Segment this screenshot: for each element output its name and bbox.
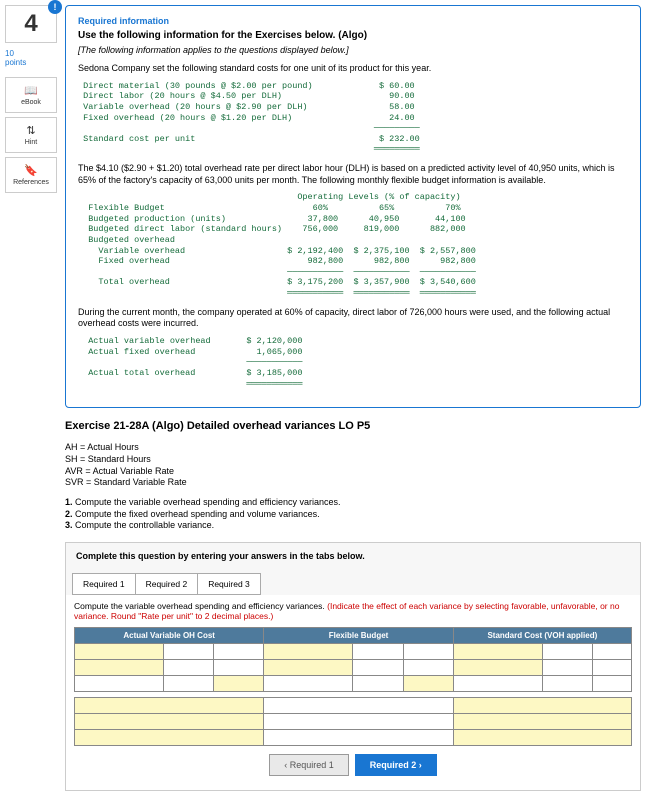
cell-input[interactable] — [75, 660, 164, 676]
hint-tool[interactable]: ⇅ Hint — [5, 117, 57, 153]
info-card: Required information Use the following i… — [65, 5, 641, 408]
book-icon: 📖 — [8, 84, 54, 97]
cell-input[interactable] — [453, 660, 542, 676]
cell-input[interactable] — [403, 676, 453, 692]
cell-input[interactable] — [264, 660, 353, 676]
info-bold-title: Use the following information for the Ex… — [78, 30, 628, 41]
info-p2: The $4.10 ($2.90 + $1.20) total overhead… — [78, 163, 628, 186]
cell-input[interactable] — [453, 730, 631, 746]
alert-icon: ! — [48, 0, 62, 14]
ebook-tool[interactable]: 📖 eBook — [5, 77, 57, 113]
definitions: AH = Actual Hours SH = Standard Hours AV… — [65, 442, 641, 489]
flexible-budget-table: Operating Levels (% of capacity) Flexibl… — [78, 192, 628, 298]
cell-input[interactable] — [453, 698, 631, 714]
col-actual: Actual Variable OH Cost — [75, 628, 264, 644]
variance-table: Actual Variable OH Cost Flexible Budget … — [74, 627, 632, 746]
step-2: 2. Compute the fixed overhead spending a… — [65, 509, 641, 521]
info-italic-note: [The following information applies to th… — [78, 45, 628, 55]
nav-buttons: ‹ Required 1 Required 2 › — [74, 746, 632, 784]
prev-button[interactable]: ‹ Required 1 — [269, 754, 349, 776]
tab-required-2[interactable]: Required 2 — [135, 573, 199, 595]
points-label: 10 points — [5, 49, 57, 67]
step-3: 3. Compute the controllable variance. — [65, 520, 641, 532]
answer-head: Complete this question by entering your … — [66, 543, 640, 569]
cell-input[interactable] — [214, 676, 264, 692]
hint-icon: ⇅ — [8, 124, 54, 137]
col-flex: Flexible Budget — [264, 628, 453, 644]
answer-box: Complete this question by entering your … — [65, 542, 641, 791]
cell-input[interactable] — [75, 714, 264, 730]
question-number: 4 — [14, 10, 48, 38]
steps-list: 1. 1. Compute the variable overhead spen… — [65, 497, 641, 532]
cell-input[interactable] — [264, 644, 353, 660]
standard-cost-table: Direct material (30 pounds @ $2.00 per p… — [78, 81, 628, 155]
tabs: Required 1 Required 2 Required 3 — [66, 569, 640, 595]
cell-input[interactable] — [75, 730, 264, 746]
references-tool[interactable]: 🔖 References — [5, 157, 57, 193]
next-button[interactable]: Required 2 › — [355, 754, 437, 776]
col-std: Standard Cost (VOH applied) — [453, 628, 631, 644]
bookmark-icon: 🔖 — [8, 164, 54, 177]
cell-input[interactable] — [75, 644, 164, 660]
info-p3: During the current month, the company op… — [78, 307, 628, 330]
tab-required-3[interactable]: Required 3 — [197, 573, 261, 595]
actual-overhead-table: Actual variable overhead $ 2,120,000 Act… — [78, 336, 628, 389]
required-info-title: Required information — [78, 16, 628, 26]
question-number-box: ! 4 — [5, 5, 57, 43]
tab-body: Compute the variable overhead spending a… — [66, 595, 640, 790]
tab-instruction: Compute the variable overhead spending a… — [74, 601, 632, 621]
exercise-title: Exercise 21-28A (Algo) Detailed overhead… — [65, 420, 641, 432]
cell-input[interactable] — [453, 644, 542, 660]
info-p1: Sedona Company set the following standar… — [78, 63, 628, 75]
cell-input[interactable] — [453, 714, 631, 730]
step-1: 1. 1. Compute the variable overhead spen… — [65, 497, 641, 509]
tab-required-1[interactable]: Required 1 — [72, 573, 136, 595]
cell-input[interactable] — [75, 698, 264, 714]
